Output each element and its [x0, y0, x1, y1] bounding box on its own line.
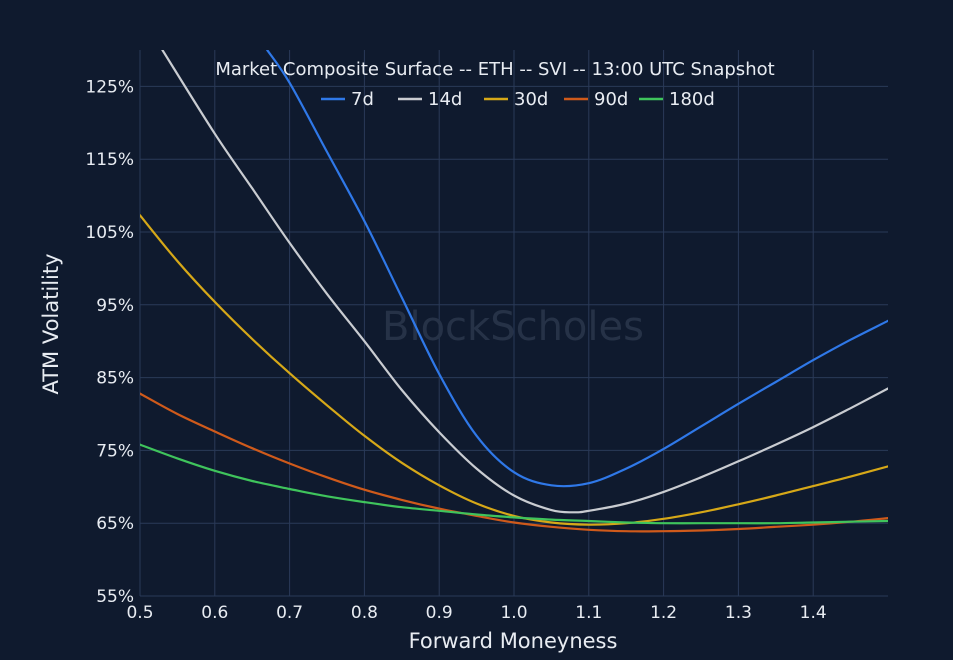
legend-label: 7d	[351, 89, 374, 110]
legend-item-30d[interactable]: 30d	[484, 89, 548, 110]
y-tick-label: 105%	[85, 223, 134, 243]
y-axis-title: ATM Volatility	[39, 253, 63, 394]
legend-label: 180d	[669, 89, 715, 110]
series-line-180d	[140, 443, 888, 525]
legend-item-90d[interactable]: 90d	[564, 89, 628, 110]
chart-title: Market Composite Surface -- ETH -- SVI -…	[215, 59, 774, 80]
series-line-30d	[140, 214, 888, 526]
y-tick-label: 75%	[96, 441, 134, 461]
legend[interactable]: 7d 14d 30d 90d 180d	[321, 89, 715, 110]
legend-label: 30d	[514, 89, 548, 110]
x-tick-label: 1.1	[575, 603, 602, 623]
x-tick-label: 1.0	[500, 603, 527, 623]
y-axis-ticks: 55% 65% 75% 85% 95% 105% 115% 125%	[85, 77, 134, 607]
x-tick-label: 0.9	[426, 603, 453, 623]
legend-item-180d[interactable]: 180d	[639, 89, 715, 110]
x-tick-label: 0.5	[126, 603, 153, 623]
grid	[139, 50, 888, 597]
y-tick-label: 115%	[85, 150, 134, 170]
x-tick-label: 0.8	[351, 603, 378, 623]
series-lines	[140, 50, 888, 533]
legend-label: 14d	[428, 89, 462, 110]
x-axis-ticks: 0.5 0.6 0.7 0.8 0.9 1.0 1.1 1.2 1.3 1.4	[126, 603, 826, 623]
x-tick-label: 0.7	[276, 603, 303, 623]
x-tick-label: 1.4	[800, 603, 827, 623]
y-tick-label: 95%	[96, 296, 134, 316]
y-tick-label: 125%	[85, 77, 134, 97]
x-tick-label: 0.6	[201, 603, 228, 623]
series-line-7d	[266, 50, 888, 488]
x-tick-label: 1.3	[725, 603, 752, 623]
legend-label: 90d	[594, 89, 628, 110]
y-tick-label: 85%	[96, 369, 134, 389]
legend-item-7d[interactable]: 7d	[321, 89, 374, 110]
x-axis-title: Forward Moneyness	[409, 629, 618, 653]
legend-item-14d[interactable]: 14d	[398, 89, 462, 110]
watermark-text: BlockScholes	[382, 304, 644, 350]
series-line-90d	[140, 392, 888, 533]
x-tick-label: 1.2	[650, 603, 677, 623]
series-line-14d	[161, 50, 888, 514]
y-tick-label: 65%	[96, 514, 134, 534]
y-tick-label: 55%	[96, 587, 134, 607]
